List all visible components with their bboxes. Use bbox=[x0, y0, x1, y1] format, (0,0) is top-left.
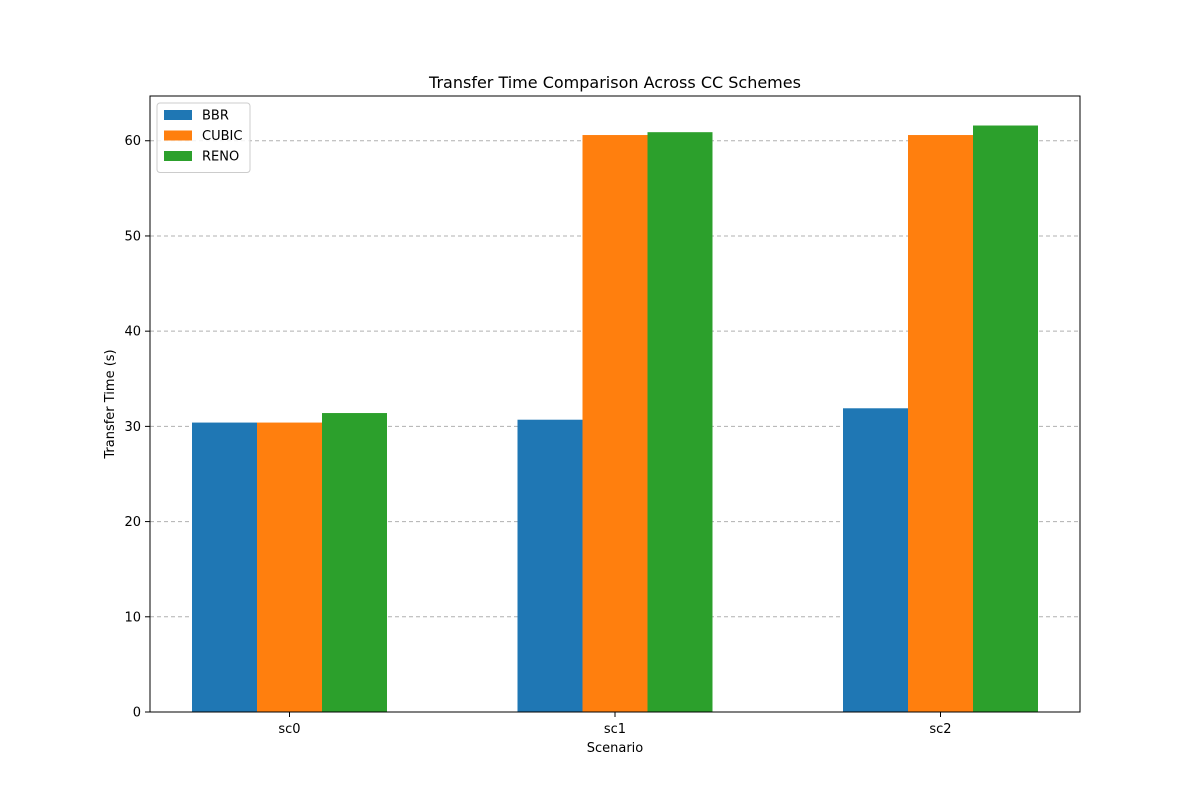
bar-reno-sc1 bbox=[647, 132, 713, 712]
y-tick-label: 60 bbox=[124, 134, 141, 149]
y-axis-title: Transfer Time (s) bbox=[103, 349, 118, 459]
bars bbox=[192, 125, 1038, 713]
y-tick-label: 40 bbox=[124, 325, 141, 340]
y-tick-label: 0 bbox=[133, 706, 141, 721]
legend: BBR CUBIC RENO bbox=[156, 102, 251, 173]
x-axis-title: Scenario bbox=[587, 741, 644, 756]
bar-bbr-sc0 bbox=[192, 422, 257, 712]
legend-label-bbr: BBR bbox=[202, 109, 229, 124]
x-tick-label: sc1 bbox=[604, 722, 626, 737]
legend-swatch-reno bbox=[164, 151, 192, 161]
bar-reno-sc2 bbox=[973, 125, 1038, 712]
y-tick-label: 50 bbox=[124, 229, 141, 244]
y-tick-label: 20 bbox=[124, 515, 141, 530]
bar-cubic-sc0 bbox=[257, 422, 322, 712]
bar-cubic-sc1 bbox=[582, 135, 648, 713]
bar-bbr-sc2 bbox=[843, 408, 908, 712]
y-tick-label: 30 bbox=[124, 420, 141, 435]
legend-label-reno: RENO bbox=[202, 150, 239, 165]
chart-title: Transfer Time Comparison Across CC Schem… bbox=[428, 73, 801, 92]
legend-label-cubic: CUBIC bbox=[202, 129, 242, 144]
x-tick-label: sc0 bbox=[278, 722, 300, 737]
legend-swatch-bbr bbox=[164, 110, 192, 120]
ticks: 0 10 20 30 40 50 60 sc0 sc1 sc2 bbox=[124, 134, 951, 737]
legend-swatch-cubic bbox=[164, 130, 192, 141]
y-tick-label: 10 bbox=[124, 610, 141, 625]
bar-bbr-sc1 bbox=[517, 419, 583, 712]
bar-reno-sc0 bbox=[322, 413, 387, 712]
bar-cubic-sc2 bbox=[908, 135, 973, 713]
x-tick-label: sc2 bbox=[929, 722, 951, 737]
